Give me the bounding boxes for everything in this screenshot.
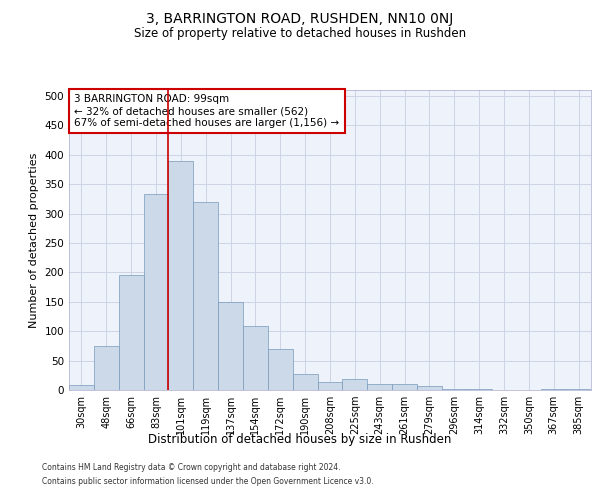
Bar <box>317 382 343 390</box>
Bar <box>442 389 467 390</box>
Text: Contains HM Land Registry data © Crown copyright and database right 2024.: Contains HM Land Registry data © Crown c… <box>42 464 341 472</box>
Bar <box>169 160 193 390</box>
Bar <box>268 349 293 390</box>
Bar <box>343 379 367 390</box>
Bar <box>69 386 94 390</box>
Bar <box>218 302 243 390</box>
Y-axis label: Number of detached properties: Number of detached properties <box>29 152 39 328</box>
Bar <box>119 276 143 390</box>
Bar <box>392 384 417 390</box>
Bar <box>367 384 392 390</box>
Bar <box>566 389 591 390</box>
Text: 3 BARRINGTON ROAD: 99sqm
← 32% of detached houses are smaller (562)
67% of semi-: 3 BARRINGTON ROAD: 99sqm ← 32% of detach… <box>74 94 340 128</box>
Text: 3, BARRINGTON ROAD, RUSHDEN, NN10 0NJ: 3, BARRINGTON ROAD, RUSHDEN, NN10 0NJ <box>146 12 454 26</box>
Bar <box>143 194 169 390</box>
Text: Distribution of detached houses by size in Rushden: Distribution of detached houses by size … <box>148 432 452 446</box>
Bar <box>293 374 317 390</box>
Bar <box>417 386 442 390</box>
Bar <box>193 202 218 390</box>
Text: Contains public sector information licensed under the Open Government Licence v3: Contains public sector information licen… <box>42 477 374 486</box>
Text: Size of property relative to detached houses in Rushden: Size of property relative to detached ho… <box>134 28 466 40</box>
Bar <box>94 346 119 390</box>
Bar <box>243 326 268 390</box>
